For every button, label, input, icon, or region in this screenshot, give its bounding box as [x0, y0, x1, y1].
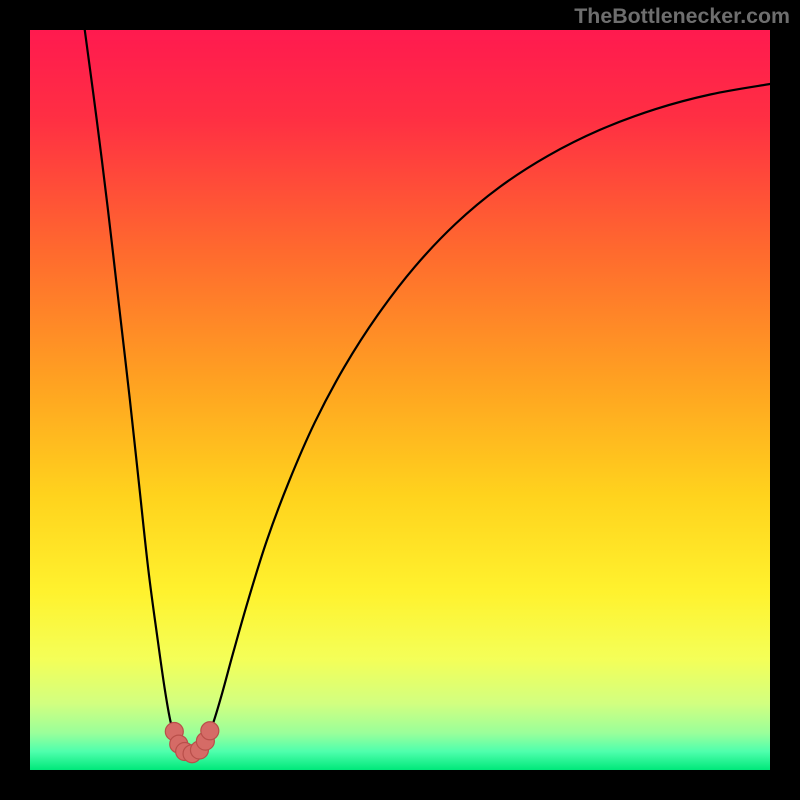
- watermark-text: TheBottlenecker.com: [574, 4, 790, 29]
- curve-marker: [201, 722, 219, 740]
- plot-svg: [30, 30, 770, 770]
- gradient-background: [30, 30, 770, 770]
- plot-area: [30, 30, 770, 770]
